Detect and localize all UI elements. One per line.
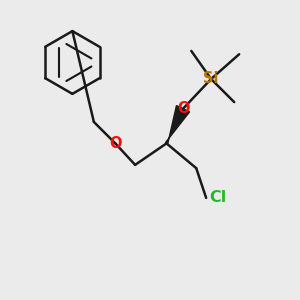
Text: Cl: Cl [209,190,227,206]
Text: O: O [177,101,189,116]
Polygon shape [165,106,190,144]
Text: O: O [109,136,122,151]
Text: Si: Si [203,71,219,86]
